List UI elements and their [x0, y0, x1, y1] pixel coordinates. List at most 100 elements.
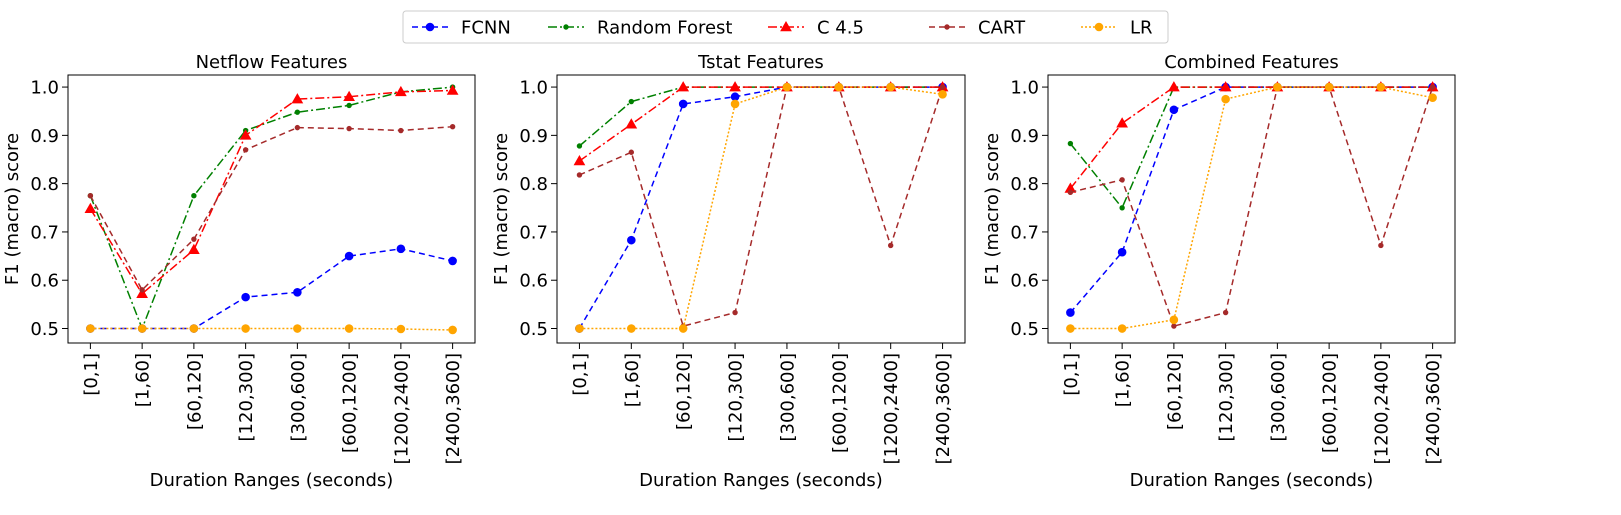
data-point: [677, 81, 690, 92]
data-point: [732, 309, 738, 316]
data-point: [1119, 205, 1125, 211]
data-point: [730, 92, 740, 102]
data-point: [448, 256, 457, 266]
data-point: [86, 324, 95, 333]
data-point: [446, 84, 459, 95]
data-point: [294, 124, 301, 131]
x-tick-label: [60,120]: [674, 353, 695, 430]
data-point: [887, 242, 894, 249]
data-point: [137, 324, 147, 333]
series-random-forest: [1067, 84, 1436, 211]
series-line: [89, 86, 453, 331]
x-tick-label: [120,300]: [1216, 353, 1237, 441]
series-lr: [1066, 82, 1437, 333]
data-point: [938, 90, 947, 99]
data-point: [1169, 315, 1179, 325]
data-point: [1171, 323, 1177, 329]
data-point: [396, 244, 406, 254]
y-tick-label: 0.7: [519, 222, 548, 243]
series-line: [1070, 86, 1433, 330]
data-point: [191, 193, 197, 199]
data-point: [189, 324, 199, 333]
data-point: [627, 324, 636, 333]
x-tick-label: [2400,3600]: [443, 353, 464, 464]
y-axis-label: F1 (macro) score: [982, 133, 1003, 285]
data-point: [1324, 82, 1334, 92]
data-point: [291, 93, 304, 104]
data-point: [136, 287, 148, 298]
series-line: [578, 86, 943, 162]
data-point: [1168, 81, 1180, 92]
y-tick-label: 1.0: [1010, 78, 1039, 99]
series-random-forest: [576, 84, 946, 149]
data-point: [576, 143, 583, 149]
data-point: [1117, 247, 1127, 257]
legend-label-1: Random Forest: [597, 18, 732, 39]
x-tick-label: [1200,2400]: [391, 353, 412, 464]
data-point: [678, 324, 688, 333]
x-tick-label: [60,120]: [184, 353, 205, 430]
series-line: [579, 86, 943, 330]
legend-label-4: LR: [1130, 18, 1153, 39]
data-point: [1428, 93, 1437, 102]
data-point: [396, 324, 406, 334]
x-tick-label: [300,600]: [288, 353, 309, 441]
data-point: [730, 99, 740, 109]
data-point: [782, 82, 792, 92]
x-tick-label: [2400,3600]: [1423, 353, 1444, 464]
data-point: [343, 90, 355, 101]
x-tick-label: [120,300]: [726, 353, 747, 441]
data-point: [241, 292, 250, 302]
legend-marker-1: [563, 24, 569, 30]
data-point: [395, 85, 407, 97]
y-axis-label: F1 (macro) score: [491, 133, 512, 285]
series-line: [90, 327, 453, 331]
legend: FCNN Random Forest C 4.5 CART LR: [402, 10, 1169, 44]
chart-title: Tstat Features: [697, 52, 824, 73]
data-point: [1067, 140, 1074, 147]
x-tick-label: [1200,2400]: [881, 353, 902, 464]
data-point: [346, 125, 352, 132]
chart-title: Combined Features: [1164, 52, 1339, 73]
data-point: [627, 235, 636, 245]
chart-title: Netflow Features: [196, 52, 348, 73]
y-tick-label: 0.6: [1010, 271, 1039, 292]
data-point: [1067, 189, 1074, 196]
y-tick-label: 0.8: [1010, 174, 1039, 195]
x-tick-label: [600,1200]: [829, 353, 850, 453]
data-point: [1116, 117, 1128, 128]
data-point: [293, 287, 302, 297]
series-line: [1069, 86, 1433, 189]
series-lr: [575, 82, 947, 333]
x-axis-label: Duration Ranges (seconds): [1130, 470, 1374, 491]
data-point: [575, 324, 584, 333]
y-tick-label: 0.5: [30, 319, 59, 340]
data-point: [625, 118, 638, 129]
data-point: [573, 154, 586, 166]
data-point: [239, 129, 252, 140]
data-point: [1222, 309, 1229, 316]
chart-panels: Netflow Features 0.5 0.6 0.7 0.8 0.9 1.0 [0,1] […: [2, 52, 1456, 491]
y-axis-label: F1 (macro) score: [2, 133, 23, 285]
x-tick-label: [1,60]: [133, 353, 154, 407]
data-point: [628, 98, 635, 105]
data-point: [293, 324, 302, 333]
data-point: [241, 324, 250, 333]
data-point: [87, 193, 94, 199]
data-point: [1429, 84, 1436, 90]
data-point: [1273, 82, 1282, 92]
data-point: [1376, 82, 1386, 92]
series-line: [89, 89, 453, 295]
legend-label-2: C 4.5: [817, 18, 864, 39]
x-tick-label: [1,60]: [622, 353, 643, 407]
data-point: [834, 82, 844, 92]
chart-panel-2: Combined Features 0.5 0.6 0.7 0.8 0.9 1.0 [0,1]…: [982, 52, 1456, 491]
plot-area-frame: [1047, 74, 1456, 344]
series-c-4-5: [1064, 81, 1439, 193]
y-tick-label: 0.6: [30, 271, 59, 292]
data-point: [1221, 94, 1230, 104]
x-axis-label: Duration Ranges (seconds): [150, 470, 394, 491]
chart-panel-0: Netflow Features 0.5 0.6 0.7 0.8 0.9 1.0 [0,1] […: [2, 52, 476, 491]
data-point: [344, 251, 354, 261]
data-point: [939, 84, 946, 90]
